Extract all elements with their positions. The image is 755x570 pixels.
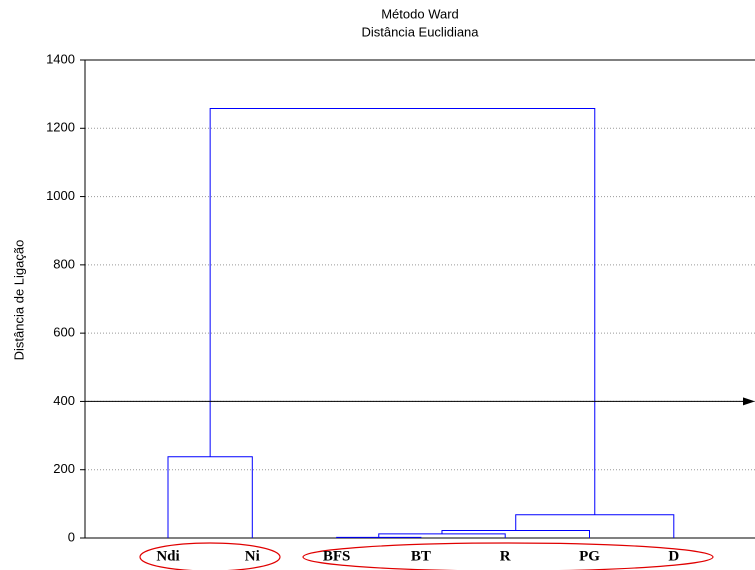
leaf-label: BT [411, 548, 431, 564]
y-tick-label: 800 [53, 256, 75, 271]
merge-link [515, 514, 675, 538]
merge-link [209, 107, 596, 515]
leaf-label: Ni [245, 548, 260, 564]
highlight-ellipse [139, 542, 281, 570]
leaf-label: D [668, 548, 679, 564]
y-axis-label: Distância de Ligação [11, 240, 26, 361]
y-tick-label: 200 [53, 461, 75, 476]
merge-link [441, 529, 590, 538]
merge-link [378, 533, 506, 538]
leaf-label: BFS [323, 548, 351, 564]
y-tick-label: 1200 [46, 120, 75, 135]
leaf-label: PG [579, 548, 600, 564]
chart-title: Método Ward [381, 6, 459, 21]
y-tick-label: 1400 [46, 51, 75, 66]
leaf-label: Ndi [156, 548, 179, 564]
y-tick-label: 600 [53, 325, 75, 340]
highlight-ellipse [302, 542, 714, 570]
cut-arrow [743, 397, 755, 406]
y-tick-label: 0 [68, 529, 75, 544]
leaf-label: R [500, 548, 511, 564]
chart-subtitle: Distância Euclidiana [361, 24, 479, 39]
merge-link [167, 456, 253, 538]
y-tick-label: 400 [53, 393, 75, 408]
y-tick-label: 1000 [46, 188, 75, 203]
